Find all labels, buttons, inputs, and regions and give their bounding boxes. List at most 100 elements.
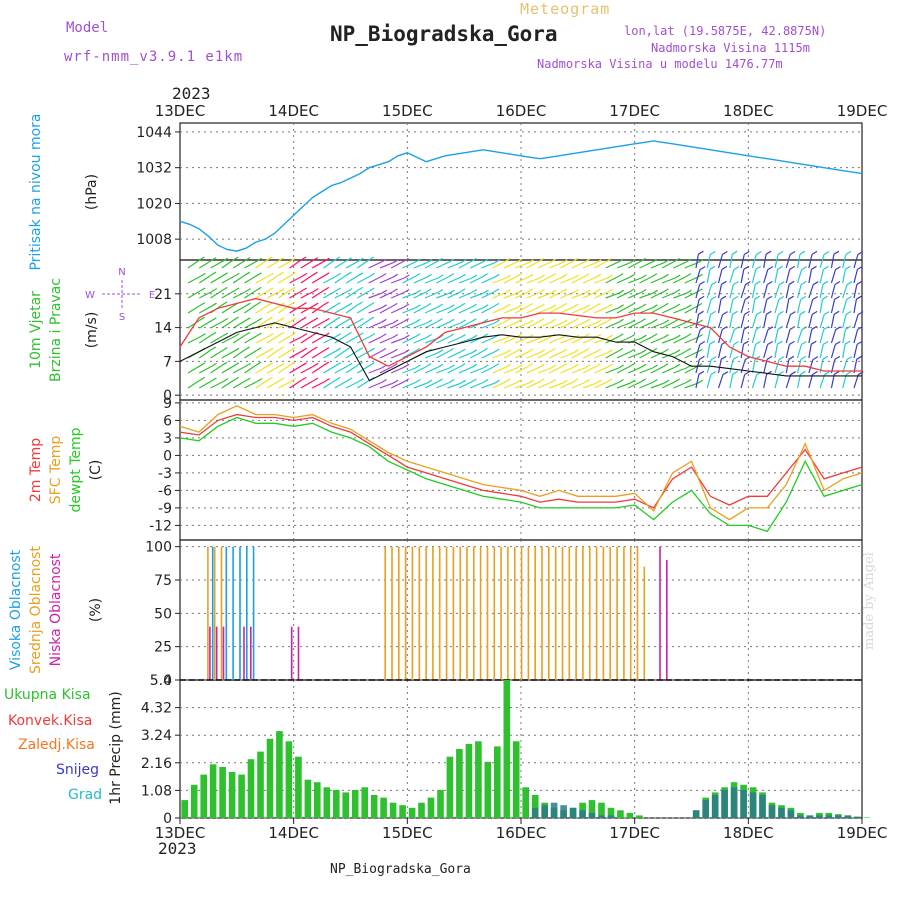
wind-barb-tick <box>662 363 669 368</box>
wind-barb-tick <box>583 273 590 278</box>
wind-barb <box>289 259 302 269</box>
wind-barb <box>796 299 802 314</box>
wind-barb <box>740 269 745 284</box>
wind-barb-tick <box>504 257 511 262</box>
wind-barb-tick <box>267 376 273 381</box>
wind-barb <box>571 367 586 374</box>
wind-barb-tick <box>710 370 717 376</box>
wind-barb <box>345 289 359 299</box>
footer-station-label: NP_Biogradska_Gora <box>330 862 471 877</box>
wind-barb-tick <box>380 258 387 263</box>
wind-barb-tick <box>699 340 706 346</box>
wind-barb <box>255 290 269 299</box>
wind-barb <box>232 349 245 359</box>
wind-barb <box>582 336 597 344</box>
wind-barb-tick <box>583 347 590 352</box>
wind-barb-tick <box>618 364 625 369</box>
wind-barb <box>661 321 675 329</box>
wind-barb-tick <box>720 355 727 360</box>
wind-barb <box>402 276 416 284</box>
cloud-mid-bar <box>548 546 550 680</box>
wind-barb <box>808 314 813 329</box>
wind-barb <box>605 336 619 344</box>
wind-barb <box>278 320 291 329</box>
wind-barb <box>842 344 846 359</box>
wind-barb <box>537 321 551 329</box>
wind-barb-tick <box>471 378 477 383</box>
wind-barb-tick <box>494 319 500 324</box>
wind-barb-tick <box>368 256 375 261</box>
wind-barb <box>549 322 563 329</box>
wind-barb-tick <box>380 333 387 338</box>
wind-barb <box>503 381 518 389</box>
wind-barb-tick <box>822 340 829 345</box>
wind-barb-tick <box>711 281 717 286</box>
rain-bar <box>257 751 264 818</box>
wind-barb <box>244 275 257 284</box>
wind-barb-tick <box>777 250 784 255</box>
wind-barb <box>571 307 586 314</box>
wind-barb-tick <box>392 319 399 324</box>
wind-barb <box>458 366 472 374</box>
wind-barb-tick <box>595 259 602 264</box>
wind-barb-tick <box>856 295 862 300</box>
wind-barb <box>413 276 427 284</box>
wind-barb-tick <box>766 295 773 300</box>
wind-barb-tick <box>482 318 489 323</box>
wind-barb <box>830 314 835 329</box>
wind-barb-tick <box>437 274 444 279</box>
wind-barb-tick <box>527 302 534 307</box>
wind-barb <box>255 365 269 374</box>
wind-barb-tick <box>550 304 557 309</box>
wind-barb-tick <box>301 333 308 338</box>
wind-barb-tick <box>857 371 864 376</box>
wind-barb-tick <box>403 274 410 279</box>
snow-bar <box>797 815 804 818</box>
wind-barb-tick <box>222 317 229 322</box>
year-bottom-label: 2023 <box>158 839 197 858</box>
rain-bar <box>304 779 312 818</box>
wind-barb <box>661 306 676 314</box>
wind-barb <box>673 276 687 284</box>
wind-barb <box>526 337 541 344</box>
cloud-mid-bar <box>432 546 434 680</box>
wind-barb <box>717 284 723 299</box>
wind-barb <box>323 379 336 389</box>
wind-barb-tick <box>584 304 591 309</box>
wind-barb-tick <box>651 258 658 263</box>
wind-barb <box>458 277 473 284</box>
wind-barb <box>244 364 257 374</box>
wind-barb-tick <box>425 302 432 307</box>
rain-bar <box>238 774 245 818</box>
x-tick-label-bottom: 13DEC <box>155 824 206 842</box>
wind-barb <box>334 334 347 344</box>
wind-barb <box>650 382 665 389</box>
wind-barb <box>390 337 405 344</box>
wind-barb-tick <box>606 363 613 368</box>
wind-barb <box>515 305 528 314</box>
wind-barb-tick <box>415 304 421 309</box>
wind-barb <box>548 291 563 299</box>
wind-barb-tick <box>528 319 534 324</box>
wind-barb-tick <box>697 379 704 384</box>
wind-barb-tick <box>449 289 455 294</box>
wind-barb-tick <box>822 355 829 360</box>
cloud-low-bar <box>659 546 661 680</box>
wind-barb <box>830 254 835 269</box>
wind-barb <box>717 314 724 329</box>
wind-barb <box>582 351 597 359</box>
wind-barb <box>819 269 825 284</box>
wind-barb-tick <box>482 364 489 369</box>
cloud-high-bar <box>246 546 248 680</box>
wind-barb <box>717 269 723 284</box>
wind-barb <box>774 299 780 314</box>
wind-barb <box>458 337 473 344</box>
wind-barb <box>198 380 212 389</box>
wind-barb-tick <box>595 379 602 384</box>
wind-barb-tick <box>846 295 852 301</box>
wind-barb-tick <box>403 378 410 383</box>
wind-barb <box>390 277 405 284</box>
wind-barb <box>785 284 790 299</box>
wind-barb <box>481 382 495 389</box>
wind-barb-tick <box>674 363 681 368</box>
